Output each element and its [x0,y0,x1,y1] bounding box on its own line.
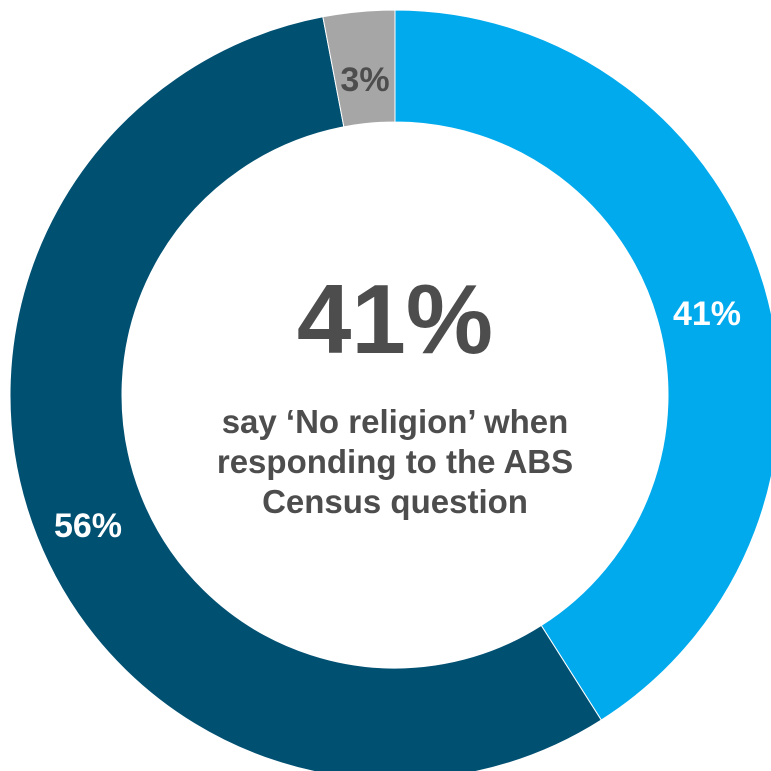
donut-slices [9,9,771,771]
donut-slice-56 [9,16,602,771]
center-headline: 41% [296,264,494,374]
slice-labels: 41% 56% 3% [54,61,741,545]
slice-label-56: 56% [54,507,122,545]
slice-label-41: 41% [673,295,741,333]
slice-label-3: 3% [340,61,389,99]
center-caption: say ‘No religion’ when responding to the… [216,403,574,520]
donut-slice-3 [322,9,396,128]
donut-slice-41 [394,9,771,721]
